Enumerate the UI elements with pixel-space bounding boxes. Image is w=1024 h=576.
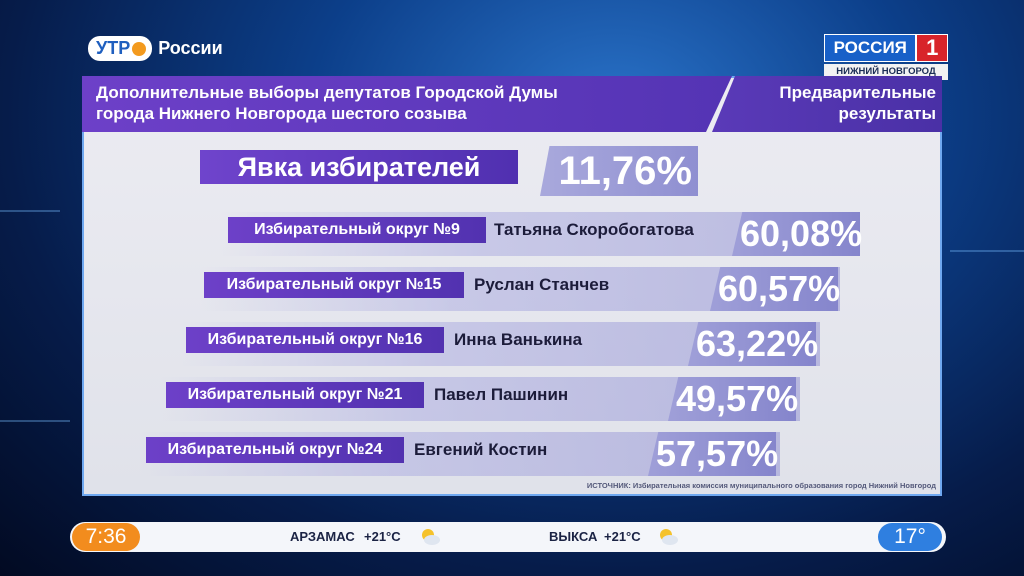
- source-caption: ИСТОЧНИК: Избирательная комиссия муницип…: [586, 481, 936, 490]
- candidate-name: Руслан Станчев: [474, 275, 610, 294]
- weather-city: ВЫКСА: [549, 529, 598, 544]
- current-temperature: 17°: [878, 523, 942, 551]
- weather-temp: +21°C: [604, 529, 641, 544]
- background-streak: [0, 420, 70, 422]
- district-label: Избирательный округ №15: [204, 272, 464, 298]
- sun-dot-icon: [132, 41, 147, 56]
- channel-number: 1: [916, 34, 948, 62]
- show-logo-badge: УТР: [88, 36, 153, 61]
- percent-value: 57,57%: [656, 433, 779, 474]
- weather-temp: +21°C: [364, 529, 401, 544]
- candidate-name: Евгений Костин: [414, 440, 548, 459]
- title-text: Дополнительные выборы депутатов Городско…: [96, 82, 716, 124]
- percent-value: 60,57%: [718, 268, 841, 309]
- channel-name: РОССИЯ: [824, 34, 917, 62]
- title-line-1: Дополнительные выборы депутатов Городско…: [96, 83, 558, 102]
- percent-value: 63,22%: [696, 323, 819, 364]
- percent-box: [668, 377, 796, 421]
- turnout-label: Явка избирателей: [200, 150, 518, 184]
- percent-box: [648, 432, 776, 476]
- sun-cloud-icon: [660, 529, 678, 545]
- district-label: Избирательный округ №16: [186, 327, 444, 353]
- sun-cloud-icon: [422, 529, 440, 545]
- weather-city: АРЗАМАС: [290, 529, 355, 544]
- status-banner: [712, 76, 942, 132]
- percent-box: [710, 267, 838, 311]
- show-logo-suffix: России: [158, 38, 223, 58]
- percent-value: 49,57%: [676, 378, 799, 419]
- candidate-name: Инна Ванькина: [454, 330, 583, 349]
- title-banner: [82, 76, 732, 132]
- percent-box: [732, 212, 860, 256]
- show-logo-text: УТР: [96, 38, 131, 58]
- ticker-bar: [70, 522, 946, 552]
- percent-value: 60,08%: [740, 213, 863, 254]
- district-label: Избирательный округ №24: [146, 437, 404, 463]
- district-label: Избирательный округ №21: [166, 382, 424, 408]
- percent-box: [688, 322, 816, 366]
- status-line-2: результаты: [838, 104, 936, 123]
- channel-logo: РОССИЯ 1 НИЖНИЙ НОВГОРОД: [824, 34, 948, 82]
- title-line-2: города Нижнего Новгорода шестого созыва: [96, 104, 467, 123]
- clock: 7:36: [72, 523, 140, 551]
- district-label: Избирательный округ №9: [228, 217, 486, 243]
- show-logo: УТР России: [88, 36, 223, 61]
- background-streak: [0, 210, 60, 212]
- turnout-value: 11,76%: [558, 149, 692, 193]
- background-streak: [950, 250, 1024, 252]
- candidate-name: Павел Пашинин: [434, 385, 569, 404]
- status-line-1: Предварительные: [779, 83, 936, 102]
- turnout-value-box: [540, 146, 698, 196]
- candidate-name: Татьяна Скоробогатова: [494, 220, 694, 239]
- status-text: Предварительные результаты: [740, 82, 936, 124]
